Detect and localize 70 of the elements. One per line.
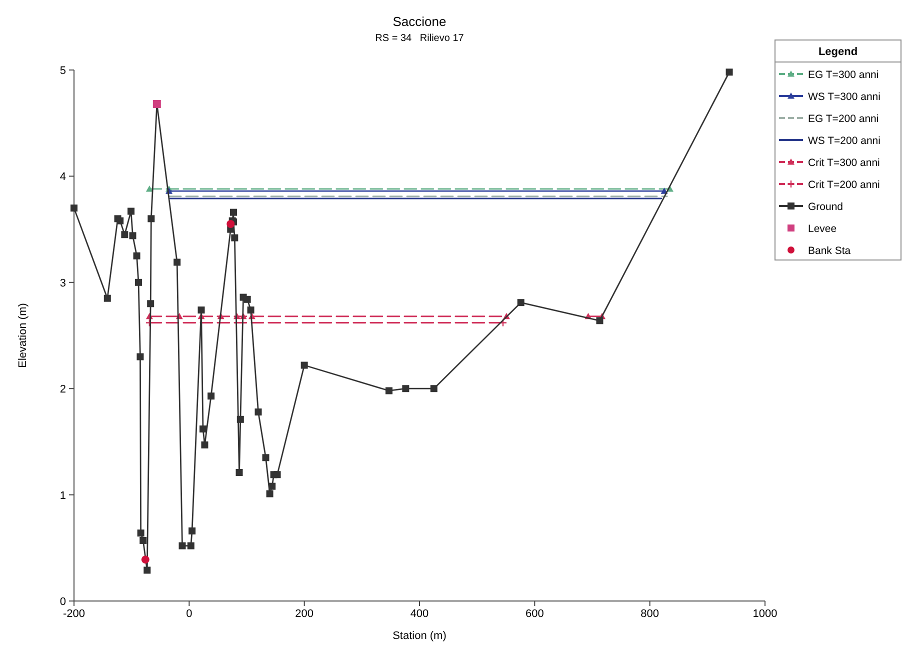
legend-label: Ground: [808, 201, 844, 213]
y-tick-label: 1: [60, 490, 66, 502]
point: [129, 232, 136, 240]
point: [262, 454, 270, 462]
x-tick-label: 600: [525, 608, 544, 620]
point: [402, 385, 410, 392]
point: [268, 482, 276, 490]
legend-label: Levee: [808, 223, 837, 235]
point: [147, 300, 154, 308]
point: [726, 68, 733, 76]
point: [199, 425, 206, 432]
chart-title: Saccione: [392, 14, 446, 29]
point: [121, 231, 128, 238]
point: [201, 441, 208, 448]
point: [187, 542, 194, 550]
y-tick-label: 5: [60, 65, 66, 77]
point: [141, 556, 150, 564]
point: [146, 185, 153, 192]
point: [148, 215, 155, 222]
point: [116, 217, 124, 224]
point: [174, 258, 181, 266]
point: [136, 353, 144, 360]
point: [144, 566, 151, 574]
point: [226, 220, 235, 228]
point: [244, 296, 251, 303]
point: [231, 234, 238, 242]
y-axis-title: Elevation (m): [17, 303, 29, 368]
y-tick-label: 3: [60, 277, 66, 290]
legend-label: EG T=300 anni: [808, 69, 879, 81]
y-tick-label: 4: [60, 171, 66, 184]
point: [230, 208, 238, 216]
x-tick-label: 0: [186, 608, 192, 620]
point: [140, 536, 147, 544]
x-tick-label: 800: [640, 608, 660, 620]
x-tick-label: -200: [62, 608, 86, 620]
point: [236, 469, 243, 476]
point: [188, 527, 196, 534]
point: [133, 252, 140, 260]
point: [254, 408, 262, 416]
point: [596, 317, 604, 324]
point: [198, 306, 205, 314]
point: [128, 208, 135, 215]
point: [266, 490, 274, 498]
point: [385, 387, 392, 394]
point: [247, 306, 254, 314]
point: [134, 278, 142, 286]
point: [70, 204, 78, 212]
point: [274, 471, 281, 478]
point: [178, 542, 186, 550]
point: [430, 385, 438, 392]
point: [104, 294, 111, 302]
point: [208, 392, 215, 400]
y-tick-label: 0: [60, 596, 66, 608]
point: [517, 299, 524, 306]
legend-label: WS T=200 anni: [808, 135, 880, 147]
legend-label: Crit T=200 anni: [808, 179, 880, 191]
point: [236, 416, 244, 423]
legend-label: EG T=200 anni: [808, 113, 879, 125]
x-axis-title: Station (m): [392, 630, 446, 642]
legend-label: Crit T=300 anni: [808, 157, 880, 169]
y-tick-label: 2: [60, 384, 66, 396]
x-tick-label: 400: [410, 608, 429, 620]
point: [300, 362, 308, 369]
chart-subtitle: RS = 34 Rilievo 17: [375, 33, 464, 44]
legend-label: WS T=300 anni: [808, 91, 880, 103]
x-tick-label: 1000: [752, 608, 778, 620]
legend-title: Legend: [818, 46, 858, 58]
legend-label: Bank Sta: [808, 245, 851, 257]
point: [137, 530, 144, 537]
x-tick-label: 200: [295, 608, 314, 620]
